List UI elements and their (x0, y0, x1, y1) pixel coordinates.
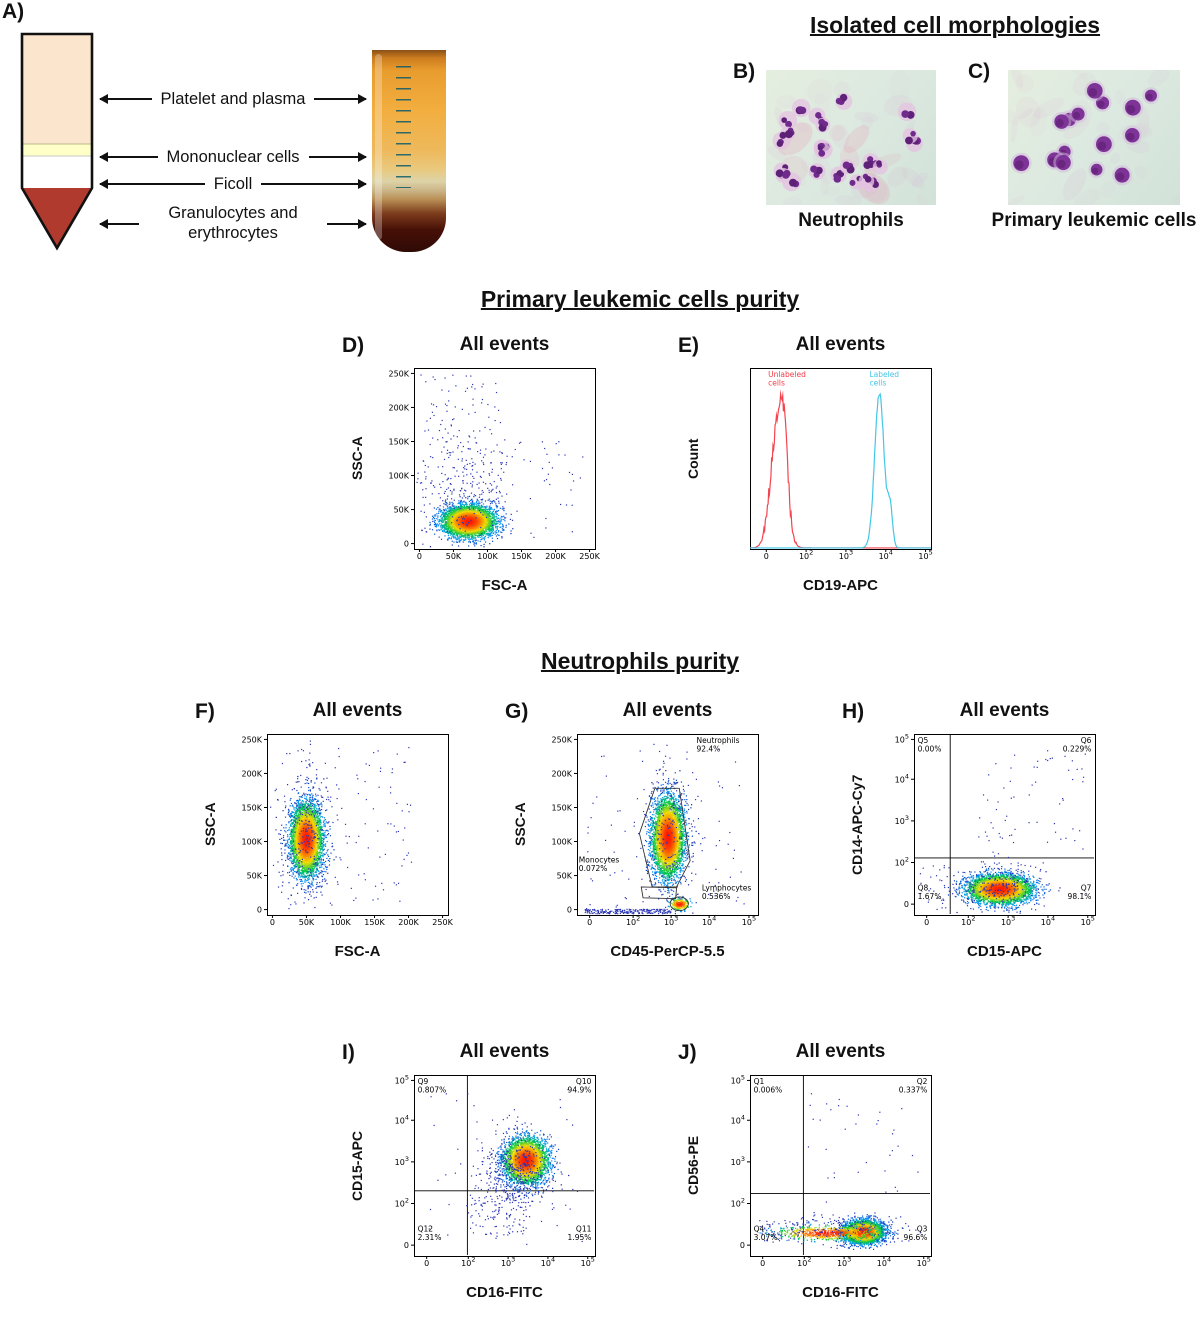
scatter-plot-cd16-cd56 (704, 1069, 939, 1284)
flow-panel-h: H) All events CD14-APC-Cy7 CD15-APC (842, 700, 1103, 960)
panel-label-c: C) (968, 60, 991, 83)
panel-label-j: J) (678, 1041, 697, 1064)
panel-label-f: F) (195, 700, 215, 723)
centrifuge-tube-photo (372, 50, 446, 252)
plot-title: All events (959, 700, 1050, 721)
plot-head: H) All events (842, 700, 1103, 725)
x-axis-label: CD19-APC (802, 577, 878, 594)
panel-a: A) Platelet and plasma Mononuclear cells (0, 0, 460, 270)
plot-body: CD56-PE (685, 1069, 939, 1284)
plot-body: CD14-APC-Cy7 (849, 728, 1103, 943)
tube-row-granulocytes: Granulocytes and erythrocytes (96, 200, 370, 248)
plot-head: F) All events (195, 700, 456, 725)
plot-head: D) All events (342, 334, 603, 359)
plot-title: All events (795, 1041, 886, 1062)
plot-head: G) All events (505, 700, 766, 725)
flow-panel-j: J) All events CD56-PE CD16-FITC (678, 1041, 939, 1301)
scatter-plot-fsc-ssc-d (368, 362, 603, 577)
panel-label-d: D) (342, 334, 365, 357)
layer-platelet-plasma (22, 34, 92, 144)
panel-label-a: A) (2, 0, 25, 23)
section-title-neutrophil-purity: Neutrophils purity (540, 648, 740, 674)
y-axis-label: SSC-A (512, 802, 528, 847)
tube-diagram (20, 32, 94, 251)
section-title-morphologies: Isolated cell morphologies (809, 12, 1101, 38)
panel-label-i: I) (342, 1041, 355, 1064)
arrow-right-icon (308, 152, 367, 162)
y-axis-label: Count (685, 438, 701, 479)
tube-row-mononuclear: Mononuclear cells (96, 146, 370, 168)
caption-leukemic-cells: Primary leukemic cells (991, 210, 1197, 231)
plot-head: E) All events (678, 334, 939, 359)
plot-title: All events (459, 334, 550, 355)
plot-title: All events (459, 1041, 550, 1062)
arrow-left-icon (99, 179, 205, 189)
flow-panel-e: E) All events Count CD19-APC (678, 334, 939, 594)
tube-layer-label: Ficoll (213, 174, 253, 193)
flow-panel-i: I) All events CD15-APC CD16-FITC (342, 1041, 603, 1301)
panel-label-h: H) (842, 700, 865, 723)
tube-layer-label: Mononuclear cells (166, 147, 300, 166)
scatter-plot-cd16-cd15 (368, 1069, 603, 1284)
arrow-left-icon (99, 94, 152, 104)
arrow-right-icon (314, 94, 367, 104)
x-axis-label: FSC-A (334, 943, 381, 960)
flow-panel-d: D) All events SSC-A FSC-A (342, 334, 603, 594)
panel-label-e: E) (678, 334, 699, 357)
flow-panel-f: F) All events SSC-A FSC-A (195, 700, 456, 960)
tube-labels: Platelet and plasma Mononuclear cells Fi… (96, 30, 370, 265)
arrow-right-icon (261, 179, 367, 189)
x-axis-label: CD15-APC (966, 943, 1042, 960)
plot-head: I) All events (342, 1041, 603, 1066)
tube-outline (20, 32, 94, 251)
scatter-plot-cd45-ssc (531, 728, 766, 943)
y-axis-label: CD56-PE (685, 1135, 701, 1196)
x-axis-label: FSC-A (481, 577, 528, 594)
layer-granulocytes (22, 188, 92, 248)
layer-ficoll (22, 156, 92, 188)
tube-layer-label: Platelet and plasma (160, 89, 306, 108)
flow-panel-g: G) All events SSC-A CD45-PerCP-5.5 (505, 700, 766, 960)
histogram-cd19-apc (704, 362, 939, 577)
micrograph-neutrophils (766, 70, 936, 205)
plot-body: SSC-A (512, 728, 766, 943)
plot-title: All events (622, 700, 713, 721)
plot-body: CD15-APC (349, 1069, 603, 1284)
y-axis-label: CD15-APC (349, 1130, 365, 1201)
panel-label-b: B) (733, 60, 756, 83)
tube-row-ficoll: Ficoll (96, 173, 370, 195)
panel-label-g: G) (505, 700, 529, 723)
layer-mononuclear-cells (22, 144, 92, 156)
arrow-left-icon (99, 152, 158, 162)
scatter-plot-fsc-ssc-f (221, 728, 456, 943)
plot-title: All events (795, 334, 886, 355)
x-axis-label: CD16-FITC (802, 1284, 879, 1301)
x-axis-label: CD45-PerCP-5.5 (610, 943, 725, 960)
arrow-left-icon (99, 219, 139, 229)
plot-body: SSC-A (202, 728, 456, 943)
caption-neutrophils: Neutrophils (798, 210, 904, 231)
x-axis-label: CD16-FITC (466, 1284, 543, 1301)
section-title-primary-purity: Primary leukemic cells purity (480, 286, 800, 312)
tube-row-platelet: Platelet and plasma (96, 88, 370, 110)
y-axis-label: SSC-A (202, 802, 218, 847)
micrograph-leukemic-cells (1008, 70, 1180, 205)
scatter-plot-cd15-cd14 (868, 728, 1103, 943)
y-axis-label: SSC-A (349, 436, 365, 481)
plot-body: SSC-A (349, 362, 603, 577)
y-axis-label: CD14-APC-Cy7 (849, 774, 865, 875)
tube-graduations (396, 66, 411, 188)
arrow-right-icon (327, 219, 367, 229)
plot-head: J) All events (678, 1041, 939, 1066)
plot-title: All events (312, 700, 403, 721)
plot-body: Count (685, 362, 939, 577)
tube-layer-label: Granulocytes and erythrocytes (168, 204, 298, 242)
